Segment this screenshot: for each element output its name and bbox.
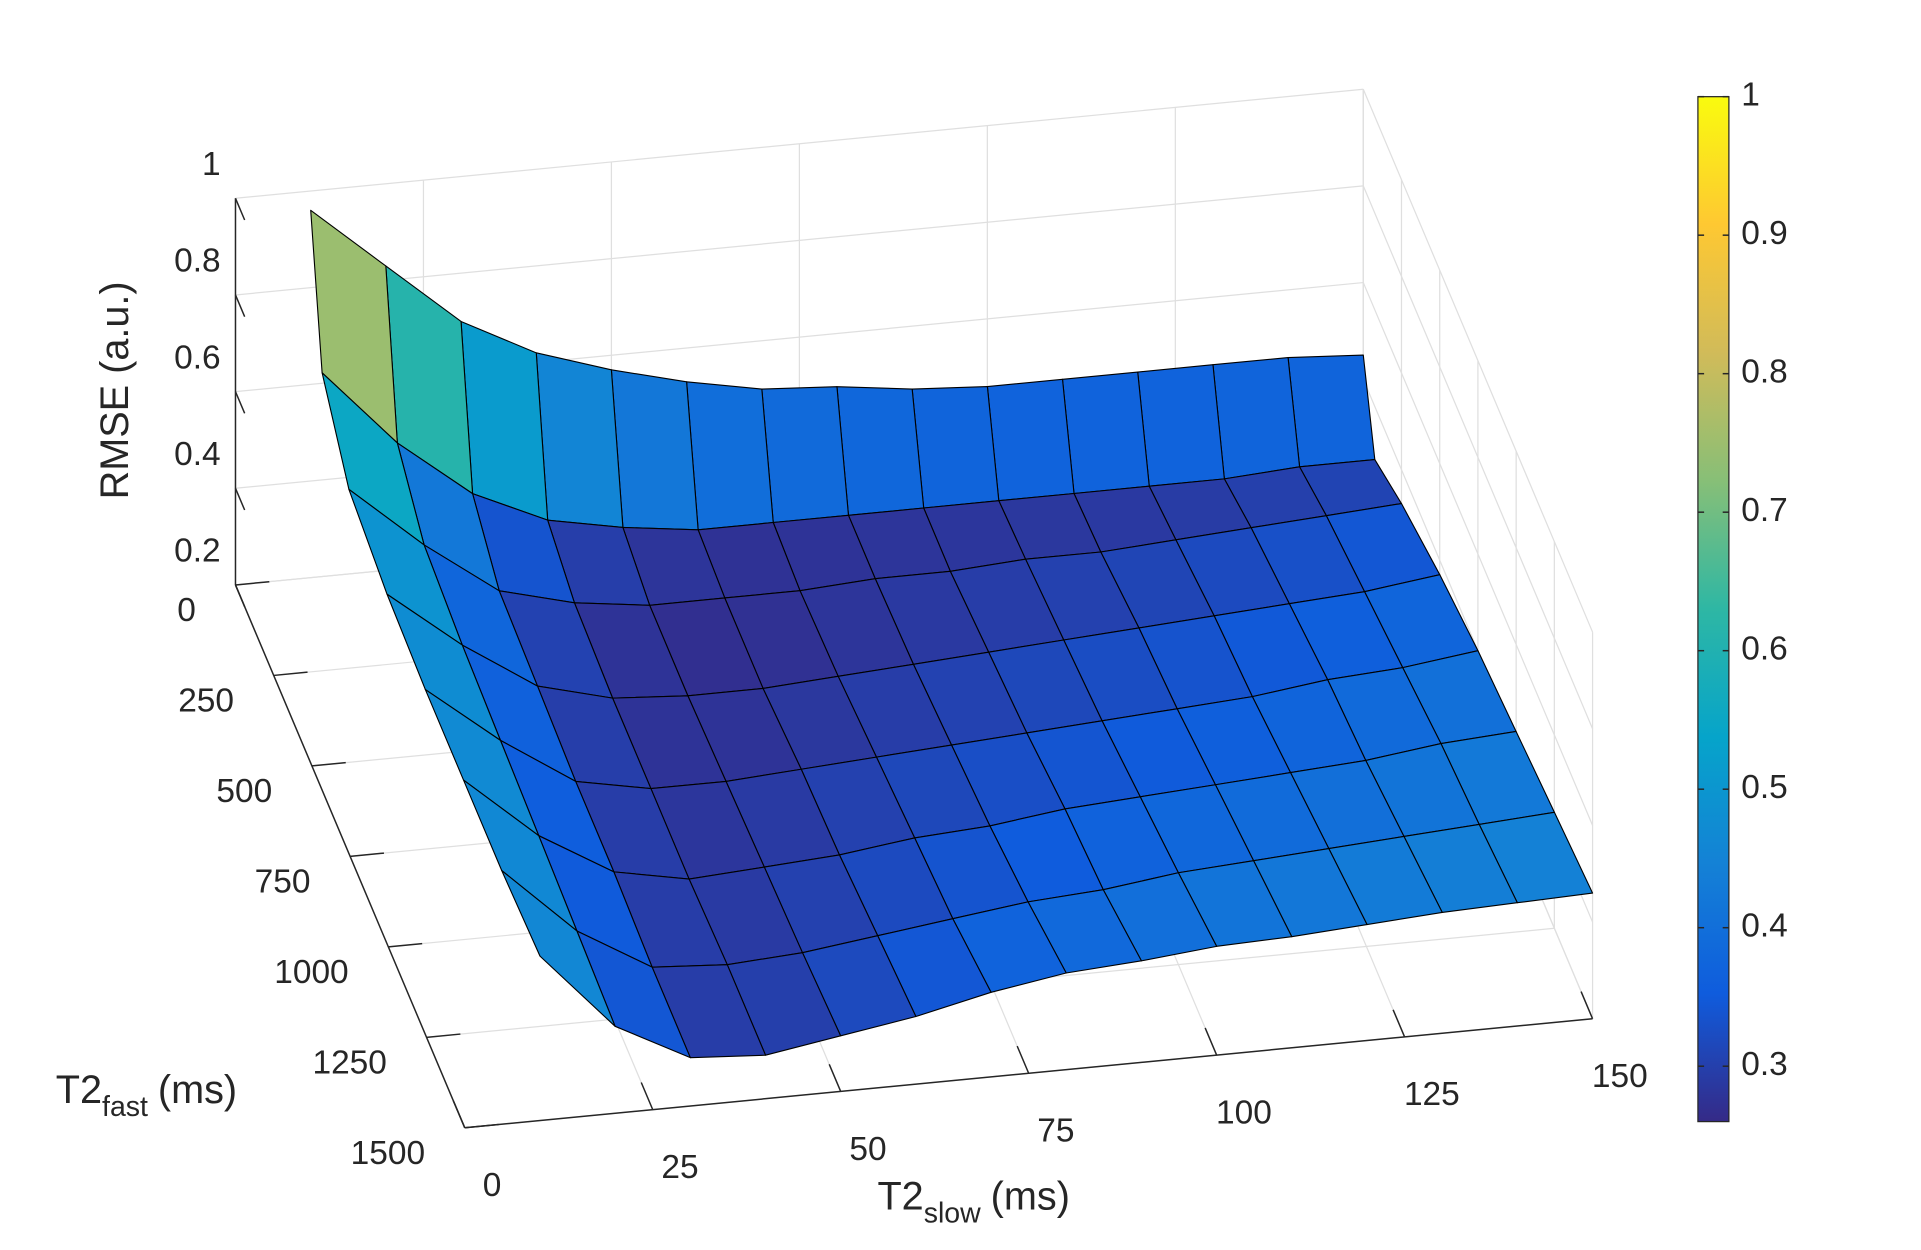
x-axis-title-sub: slow — [924, 1197, 981, 1229]
z-tick — [234, 198, 246, 221]
z-tick — [234, 294, 246, 317]
y-tick — [311, 761, 346, 767]
colorbar-tick-label: 0.5 — [1741, 769, 1788, 806]
colorbar-tick-label: 0.8 — [1741, 354, 1788, 391]
y-axis-title-main: T2 — [56, 1069, 102, 1113]
z-tick — [234, 488, 246, 511]
colorbar: 0.3 0.4 0.5 0.6 0.7 0.8 0.9 1 — [1697, 77, 1788, 1123]
y-tick — [426, 1033, 461, 1039]
surface-patch — [836, 386, 925, 516]
z-tick — [234, 391, 246, 414]
z-tick-label: 0.2 — [174, 533, 221, 570]
x-tick — [1204, 1027, 1218, 1056]
colorbar-tick-label: 0.3 — [1741, 1046, 1788, 1083]
y-tick-label: 1250 — [312, 1044, 386, 1081]
x-tick — [1580, 991, 1594, 1020]
z-tick-label: 0.6 — [174, 339, 221, 376]
colorbar-tick-label: 0.6 — [1741, 631, 1788, 668]
y-tick-label: 750 — [255, 863, 311, 900]
y-tick-label: 0 — [177, 592, 196, 629]
x-tick-label: 100 — [1216, 1094, 1272, 1131]
grid-line — [1362, 282, 1594, 826]
surface-patch — [911, 385, 1000, 509]
surface-patch — [535, 352, 624, 529]
surface-patch — [1137, 364, 1225, 487]
surface-patch — [1061, 371, 1150, 495]
y-axis-title-sub: fast — [102, 1091, 148, 1123]
y-tick — [464, 1123, 499, 1129]
x-tick-label: 125 — [1404, 1076, 1460, 1113]
x-axis-title-main: T2 — [877, 1175, 923, 1219]
x-tick-label: 25 — [661, 1149, 698, 1186]
grid-line — [1362, 185, 1594, 729]
x-tick — [1016, 1045, 1030, 1074]
surface-patch — [761, 386, 850, 524]
surface-patch — [686, 381, 774, 531]
z-tick-label: 0.8 — [174, 243, 221, 280]
x-axis-title-unit: (ms) — [991, 1175, 1070, 1219]
y-tick-label: 1000 — [274, 954, 348, 991]
y-axis-title-unit: (ms) — [158, 1069, 237, 1113]
z-tick-label: 0.4 — [174, 436, 221, 473]
x-tick-label: 50 — [849, 1131, 886, 1168]
axes-foreground: 0 25 50 75 100 125 15002505007501000125015000.… — [174, 146, 1648, 1204]
grid-line — [235, 185, 1364, 296]
x-axis-title: T2slow (ms) — [877, 1175, 1069, 1229]
surface-patch — [1287, 354, 1376, 468]
z-axis-title: RMSE (a.u.) — [93, 281, 137, 499]
colorbar-tick-label: 0.7 — [1741, 492, 1788, 529]
x-tick-label: 150 — [1592, 1058, 1648, 1095]
surface-patch — [501, 869, 616, 1027]
colorbar-scale — [1697, 96, 1730, 1123]
y-tick — [273, 671, 308, 677]
x-tick — [452, 1100, 466, 1129]
grid-line — [1362, 88, 1594, 633]
surface-patch — [986, 378, 1075, 502]
surface-patch — [1212, 356, 1301, 480]
y-tick — [350, 852, 385, 858]
y-axis-title: T2fast (ms) — [56, 1069, 237, 1123]
surface-patch — [610, 369, 699, 531]
x-tick — [1392, 1009, 1406, 1038]
y-tick-label: 500 — [216, 773, 272, 810]
y-tick-label: 250 — [178, 683, 234, 720]
x-tick-label: 75 — [1037, 1113, 1074, 1150]
colorbar-tick-label: 0.4 — [1741, 908, 1788, 945]
surface — [310, 209, 1594, 1059]
z-tick-label: 1 — [202, 146, 221, 183]
colorbar-tick-label: 0.9 — [1741, 215, 1788, 252]
surface-patch — [460, 320, 549, 521]
colorbar-tick-label: 1 — [1741, 77, 1760, 114]
y-tick — [235, 580, 270, 586]
x-tick-label: 0 — [483, 1167, 502, 1204]
x-tick — [828, 1064, 842, 1092]
grid-line — [235, 88, 1364, 199]
y-tick — [388, 942, 423, 948]
x-tick — [640, 1082, 654, 1110]
y-tick-label: 1500 — [351, 1135, 425, 1172]
